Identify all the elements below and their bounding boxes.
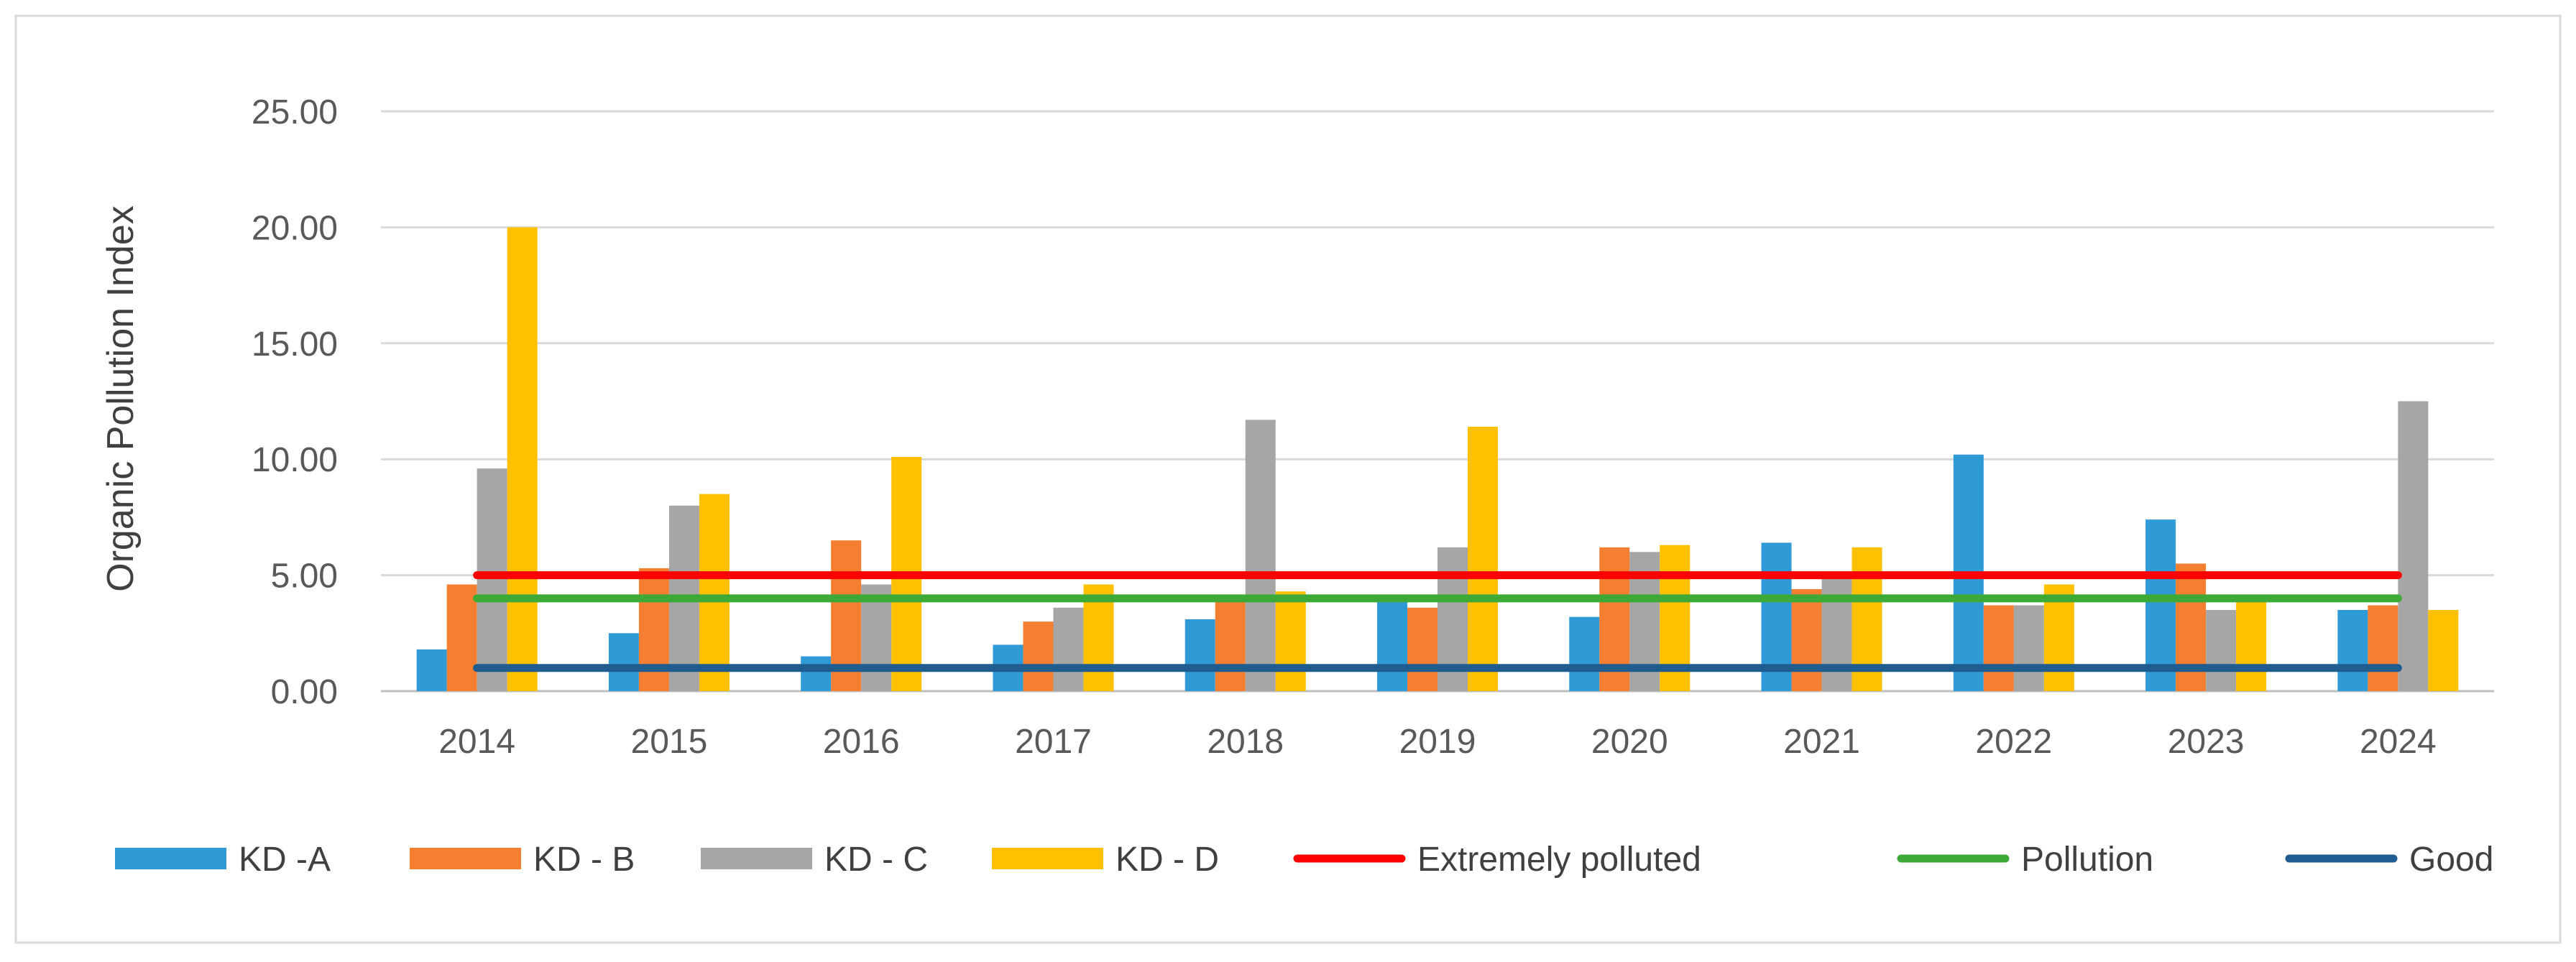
x-tick-label: 2021 [1783,723,1860,761]
bar-kd-d-2015 [699,494,730,691]
x-tick-label: 2023 [2168,723,2245,761]
bar-kd-c-2018 [1245,420,1276,691]
lines-layer [473,571,2402,672]
bar-kd-b-2023 [2176,563,2207,691]
bar-kd-b-2015 [638,568,669,691]
bar-kd-b-2021 [1791,588,1822,691]
bar-kd-b-2014 [446,584,477,691]
x-tick-label: 2015 [631,723,708,761]
bar-kd-d-2024 [2428,610,2459,691]
legend-swatch-kd-c [701,848,812,869]
bar-kd-d-2018 [1275,591,1306,691]
legend-label-kd-a: KD -A [239,841,331,879]
bar-kd-d-2023 [2236,598,2267,691]
y-tick-label: 5.00 [271,558,338,596]
y-tick-label: 15.00 [252,325,338,364]
bar-kd-c-2021 [1821,575,1852,691]
bar-kd-b-2024 [2368,605,2398,691]
legend-label-pollution: Pollution [2021,841,2153,879]
bar-kd-a-2018 [1184,619,1215,691]
bar-kd-a-2024 [2337,610,2368,691]
chart-border [14,14,2562,944]
legend-swatch-kd-d [992,848,1103,869]
x-tick-label: 2019 [1399,723,1476,761]
x-tick-label: 2020 [1591,723,1668,761]
y-tick-label: 25.00 [252,93,338,131]
bar-kd-b-2018 [1215,598,1246,691]
legend-label-kd-b: KD - B [533,841,635,879]
legend-label-good: Good [2409,841,2493,879]
y-tick-label: 10.00 [252,441,338,479]
bar-kd-a-2020 [1569,616,1600,691]
x-tick-label: 2018 [1207,723,1284,761]
legend-swatch-kd-a [115,848,226,869]
bar-kd-a-2023 [2145,519,2176,691]
y-tick-label: 0.00 [271,673,338,711]
bar-kd-b-2022 [1983,605,2014,691]
x-tick-label: 2024 [2360,723,2437,761]
legend-label-kd-d: KD - D [1116,841,1219,879]
x-tick-label: 2014 [438,723,515,761]
x-tick-label: 2017 [1015,723,1092,761]
legend: KD -A KD - B KD - C KD - D Extremely pollute… [115,841,2493,879]
legend-label-kd-c: KD - C [824,841,928,879]
bar-kd-b-2019 [1407,607,1438,691]
bar-kd-c-2022 [2013,605,2044,691]
y-tick-label: 20.00 [252,209,338,247]
legend-swatch-kd-b [410,848,521,869]
bar-kd-c-2024 [2398,401,2429,691]
x-tick-label: 2022 [1975,723,2052,761]
legend-label-extremely-polluted: Extremely polluted [1417,841,1701,879]
x-tick-label: 2016 [823,723,900,761]
bar-kd-a-2015 [608,633,639,691]
bar-kd-a-2019 [1377,598,1407,691]
bar-kd-c-2023 [2206,610,2237,691]
bar-kd-c-2017 [1053,607,1084,691]
bar-kd-a-2016 [801,656,832,691]
bar-kd-c-2014 [477,468,507,691]
y-axis-label: Organic Pollution Index [100,205,142,592]
bar-kd-d-2014 [507,227,538,691]
axis-layer: 0.00 5.00 10.00 15.00 20.00 25.00 2014 2015 2016… [252,93,2437,761]
bar-kd-a-2014 [416,649,447,691]
bar-kd-d-2019 [1468,427,1498,691]
bar-kd-b-2017 [1023,621,1054,691]
